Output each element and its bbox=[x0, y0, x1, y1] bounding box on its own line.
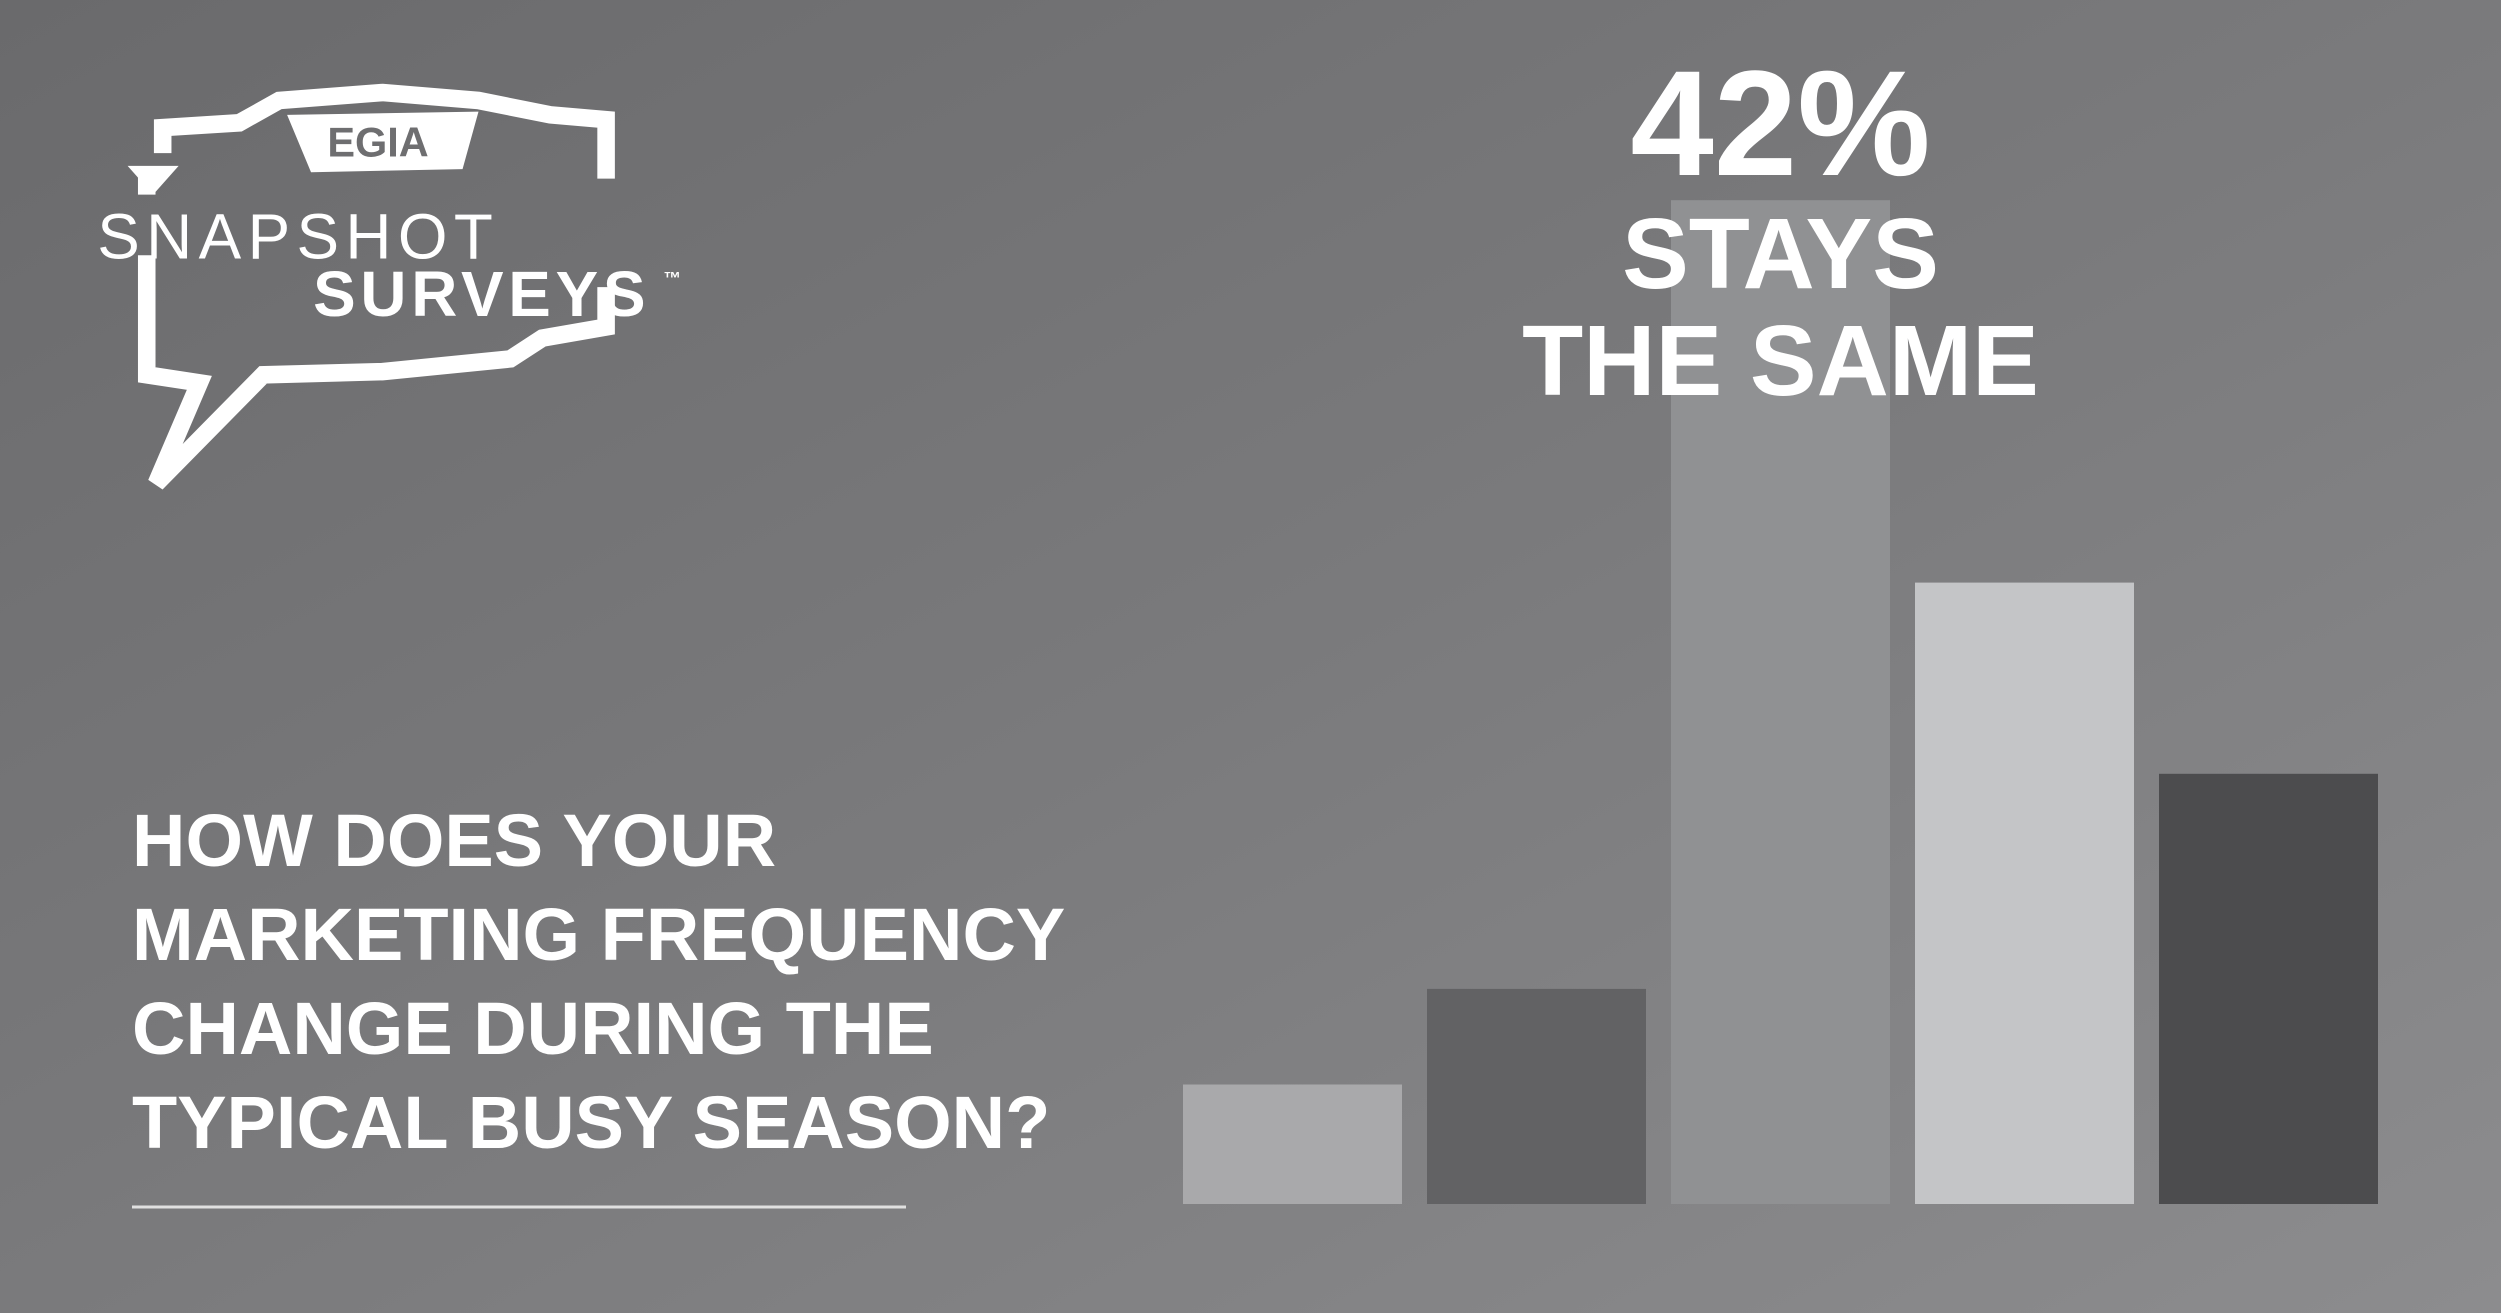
bar bbox=[2159, 773, 2378, 1204]
logo-badge bbox=[287, 111, 479, 173]
chart-title: MARKETING FREQUENCY bbox=[132, 893, 1065, 976]
logo-line1: SNAPSHOT bbox=[97, 200, 499, 272]
bar bbox=[1915, 582, 2134, 1204]
bar bbox=[1671, 200, 1890, 1204]
chart-title: TYPICAL BUSY SEASON? bbox=[132, 1081, 1050, 1164]
logo: EGIA SNAPSHOT SURVEYS ™ bbox=[97, 83, 682, 490]
bar bbox=[1427, 988, 1646, 1204]
logo-arrow bbox=[127, 165, 179, 195]
logo-brand: EGIA bbox=[327, 118, 428, 165]
chart-title: CHANGE DURING THE bbox=[132, 987, 934, 1070]
chart-title: HOW DOES YOUR bbox=[132, 799, 776, 882]
annotation: STAYS bbox=[1622, 198, 1939, 310]
logo-trademark: ™ bbox=[664, 268, 682, 288]
value-label: 42% bbox=[1630, 39, 1930, 207]
logo-line2: SURVEYS bbox=[313, 258, 650, 330]
annotation: THE SAME bbox=[1522, 305, 2039, 417]
bar bbox=[1183, 1084, 1402, 1204]
